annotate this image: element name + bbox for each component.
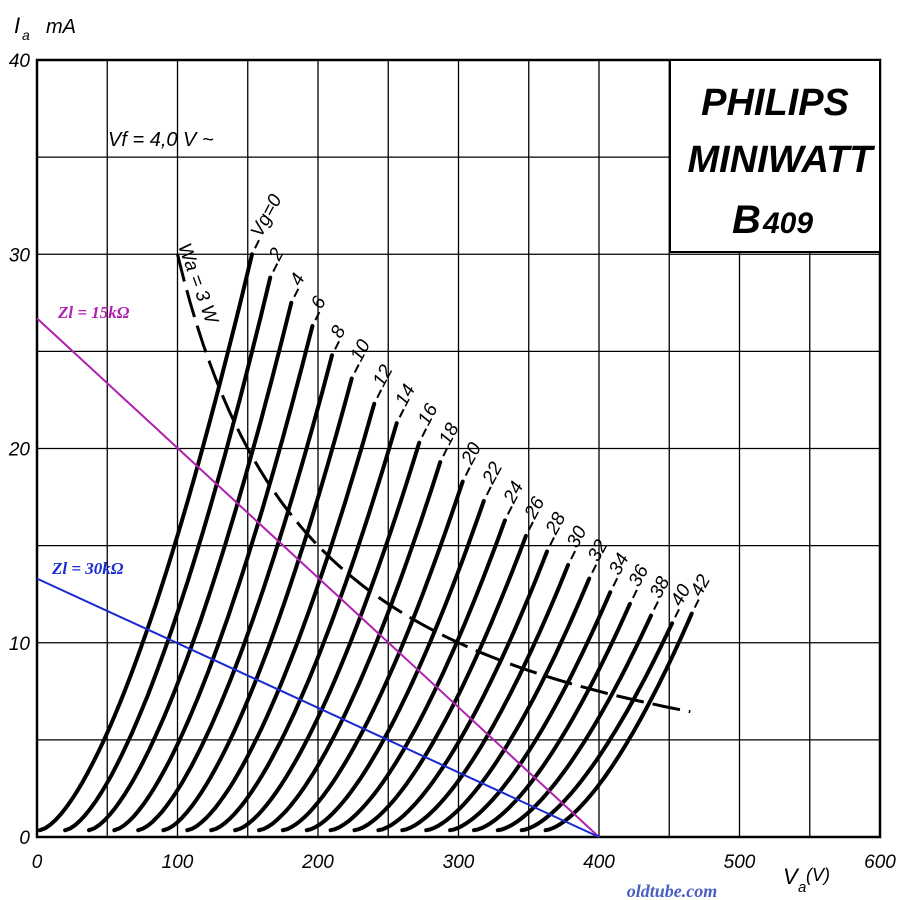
load-lines: Zl = 15kΩ Zl = 30kΩ	[36, 303, 600, 838]
plate-curve	[185, 401, 377, 833]
watermark: oldtube.com	[627, 881, 718, 900]
plate-curve	[63, 275, 273, 833]
load-line-label: Zl = 30kΩ	[51, 559, 124, 578]
y-tick-label: 30	[9, 245, 31, 266]
x-tick-label: 500	[724, 852, 756, 873]
x-tick-label: 600	[864, 852, 896, 873]
load-line	[36, 317, 600, 838]
plate-curve	[543, 611, 694, 833]
plate-curve	[209, 421, 399, 833]
title-box: PHILIPS MINIWATT B 409	[669, 59, 881, 253]
plate-curve	[37, 252, 254, 833]
axes	[35, 58, 882, 839]
curve-label-tick	[421, 428, 428, 438]
curve-label-tick	[693, 599, 700, 609]
x-axis-unit: (V)	[806, 865, 830, 885]
y-axis-subscript: a	[22, 27, 30, 43]
curve-label-tick	[528, 521, 534, 531]
curve-label-tick	[376, 389, 383, 399]
curve-label-tick	[314, 311, 321, 321]
plate-curve	[161, 376, 354, 833]
x-axis-symbol: V	[783, 864, 800, 889]
curve-label-tick	[612, 577, 619, 587]
filament-note: Vf = 4,0 V ~	[108, 129, 214, 151]
y-tick-label: 20	[8, 440, 31, 461]
y-tick-label: 40	[9, 51, 31, 72]
curve-label-tick	[334, 340, 340, 350]
x-tick-label: 0	[32, 852, 43, 873]
curve-label-tick	[653, 601, 659, 611]
y-axis-label: I a mA	[14, 13, 76, 43]
plate-curve	[112, 324, 315, 833]
curve-label-tick	[674, 608, 680, 618]
curve-label-tick	[272, 263, 279, 273]
x-axis-label: V a (V)	[783, 864, 830, 896]
x-tick-label: 300	[443, 852, 475, 873]
y-axis-symbol: I	[14, 13, 20, 38]
plate-curve	[304, 498, 486, 833]
title-series: MINIWATT	[687, 139, 875, 181]
curve-label-tick	[353, 364, 360, 374]
load-line	[36, 577, 600, 838]
plate-curve	[448, 590, 613, 833]
y-axis-unit: mA	[46, 16, 76, 38]
curve-label-tick	[254, 239, 260, 249]
plate-curve	[376, 549, 549, 833]
x-tick-label: 200	[301, 852, 334, 873]
plate-curve	[280, 479, 465, 833]
plate-curve	[519, 621, 675, 833]
plate-curve	[257, 460, 443, 833]
curve-label-tick	[632, 589, 638, 599]
title-number: 409	[762, 207, 813, 240]
curve-label-tick	[398, 408, 405, 418]
x-tick-label: 100	[162, 852, 194, 873]
plate-curve	[136, 353, 334, 833]
y-tick-label: 0	[19, 828, 30, 849]
plate-curve	[424, 576, 592, 833]
plate-curve	[352, 533, 528, 833]
title-letter: B	[732, 198, 761, 242]
curve-label-tick	[442, 447, 449, 457]
plot-frame	[35, 58, 882, 839]
plate-curve	[400, 563, 571, 833]
curve-label-tick	[570, 550, 576, 560]
plate-curve	[233, 440, 422, 833]
curve-label-tick	[591, 564, 598, 574]
load-line-label: Zl = 15kΩ	[57, 303, 130, 322]
x-axis-subscript: a	[798, 879, 806, 896]
curve-label-tick	[549, 537, 555, 546]
y-tick-label: 10	[9, 634, 31, 655]
plate-curve	[495, 613, 653, 833]
x-tick-label: 400	[583, 852, 615, 873]
curve-label-tick	[506, 505, 513, 515]
curve-label-tick	[485, 486, 492, 496]
title-brand: PHILIPS	[701, 82, 849, 124]
plate-curve	[328, 518, 507, 833]
curve-label-tick	[293, 288, 300, 298]
plate-curve	[472, 601, 632, 833]
curve-label-tick	[464, 467, 471, 476]
tick-labels: 0 100 200 300 400 500 600 0 10 20 30 40	[8, 51, 896, 873]
